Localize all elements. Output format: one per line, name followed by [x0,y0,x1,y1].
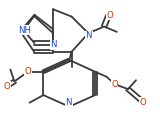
Text: N: N [66,98,72,107]
Text: O: O [106,11,113,20]
Text: N: N [50,40,57,49]
Text: O: O [140,98,147,107]
Text: N: N [86,32,92,40]
Text: O: O [111,80,118,89]
Text: O: O [25,67,31,76]
Text: O: O [4,82,11,91]
Text: NH: NH [18,26,31,35]
